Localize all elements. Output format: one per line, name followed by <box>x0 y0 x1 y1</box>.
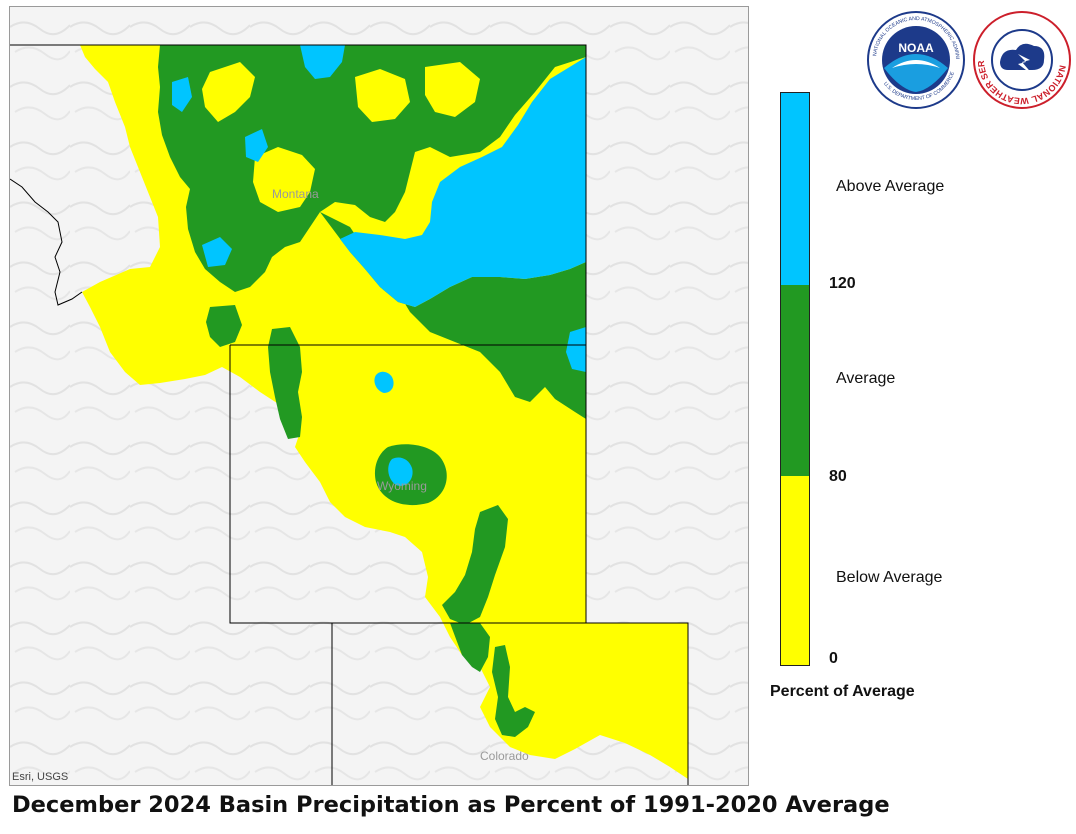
noaa-logo: NOAA NATIONAL OCEANIC AND ATMOSPHERIC AD… <box>866 10 965 109</box>
legend-tick-120: 120 <box>829 275 856 292</box>
region-above-small-1 <box>202 237 232 267</box>
region-below-hole-3 <box>355 69 410 122</box>
legend-tick-80: 80 <box>829 468 847 485</box>
region-below-hole-4 <box>425 62 480 117</box>
legend-color-bar <box>780 92 810 666</box>
noaa-logo-text: NOAA <box>898 41 934 55</box>
legend-label-average: Average <box>836 370 896 387</box>
figure-title: December 2024 Basin Precipitation as Per… <box>12 792 890 818</box>
map-panel: Montana Wyoming Colorado Esri, USGS <box>9 6 749 786</box>
legend-label-above: Above Average <box>836 178 945 195</box>
idaho-montana-boundary <box>10 178 83 306</box>
state-label-wyoming: Wyoming <box>377 479 427 493</box>
region-average-wy-south <box>442 505 508 625</box>
map-attribution: Esri, USGS <box>12 771 69 783</box>
wyoming-boundary <box>229 345 587 624</box>
legend-label-below: Below Average <box>836 569 943 586</box>
region-above-north <box>300 45 345 79</box>
state-label-colorado: Colorado <box>480 749 529 763</box>
legend-swatch-above <box>781 93 809 285</box>
region-above-small-3 <box>374 371 394 393</box>
region-above-small-6 <box>172 77 192 112</box>
region-average-north <box>158 45 586 292</box>
region-below-hole-1 <box>253 147 315 212</box>
legend-title: Percent of Average <box>770 683 915 700</box>
region-average-wy-west <box>268 327 302 439</box>
legend-tick-0: 0 <box>829 650 838 667</box>
region-average-west <box>206 305 242 347</box>
precipitation-map <box>10 7 748 785</box>
state-boundaries <box>10 44 689 785</box>
region-average-co <box>450 623 490 672</box>
montana-boundary <box>10 44 587 345</box>
legend-swatch-below <box>781 476 809 665</box>
region-above-small-4 <box>566 327 586 372</box>
region-above-small-2 <box>388 457 413 486</box>
region-average-co-2 <box>492 645 535 737</box>
nws-logo: NATIONAL WEATHER SERVICE <box>972 10 1071 109</box>
region-average-central <box>320 212 586 419</box>
colorado-north-boundary <box>586 622 689 785</box>
region-below-hole-2 <box>202 62 255 122</box>
legend-swatch-average <box>781 285 809 476</box>
state-label-montana: Montana <box>272 187 319 201</box>
region-above-small-5 <box>245 129 268 162</box>
region-above-east <box>340 57 586 307</box>
